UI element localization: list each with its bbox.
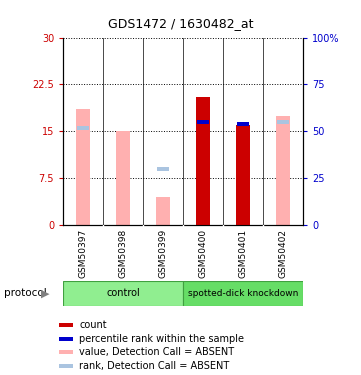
Bar (76, 110, 90, 225)
Text: GDS1472 / 1630482_at: GDS1472 / 1630482_at (108, 17, 253, 30)
Bar (63, 281, 183, 306)
Bar (59, 337, 73, 340)
Text: GSM50402: GSM50402 (279, 229, 288, 278)
Bar (236, 125, 250, 225)
Text: GSM50397: GSM50397 (79, 228, 88, 278)
Bar (196, 97, 210, 225)
Text: GSM50398: GSM50398 (119, 228, 128, 278)
Text: GSM50401: GSM50401 (239, 228, 248, 278)
Bar (157, 166, 169, 171)
Bar (277, 120, 289, 124)
Text: percentile rank within the sample: percentile rank within the sample (79, 334, 244, 344)
Bar (59, 364, 73, 368)
Text: value, Detection Call = ABSENT: value, Detection Call = ABSENT (79, 347, 235, 357)
Text: control: control (106, 288, 140, 298)
Bar (183, 281, 303, 306)
Text: GSM50400: GSM50400 (199, 228, 208, 278)
Bar (276, 116, 290, 225)
Bar (197, 120, 209, 124)
Bar (77, 126, 89, 130)
Text: protocol: protocol (4, 288, 46, 298)
Bar (59, 350, 73, 354)
Bar (156, 197, 170, 225)
Bar (237, 122, 249, 126)
Text: count: count (79, 320, 107, 330)
Text: rank, Detection Call = ABSENT: rank, Detection Call = ABSENT (79, 361, 230, 371)
Text: GSM50399: GSM50399 (159, 228, 168, 278)
Text: ▶: ▶ (41, 288, 49, 298)
Bar (59, 323, 73, 327)
Bar (116, 131, 130, 225)
Text: spotted-dick knockdown: spotted-dick knockdown (188, 289, 299, 298)
